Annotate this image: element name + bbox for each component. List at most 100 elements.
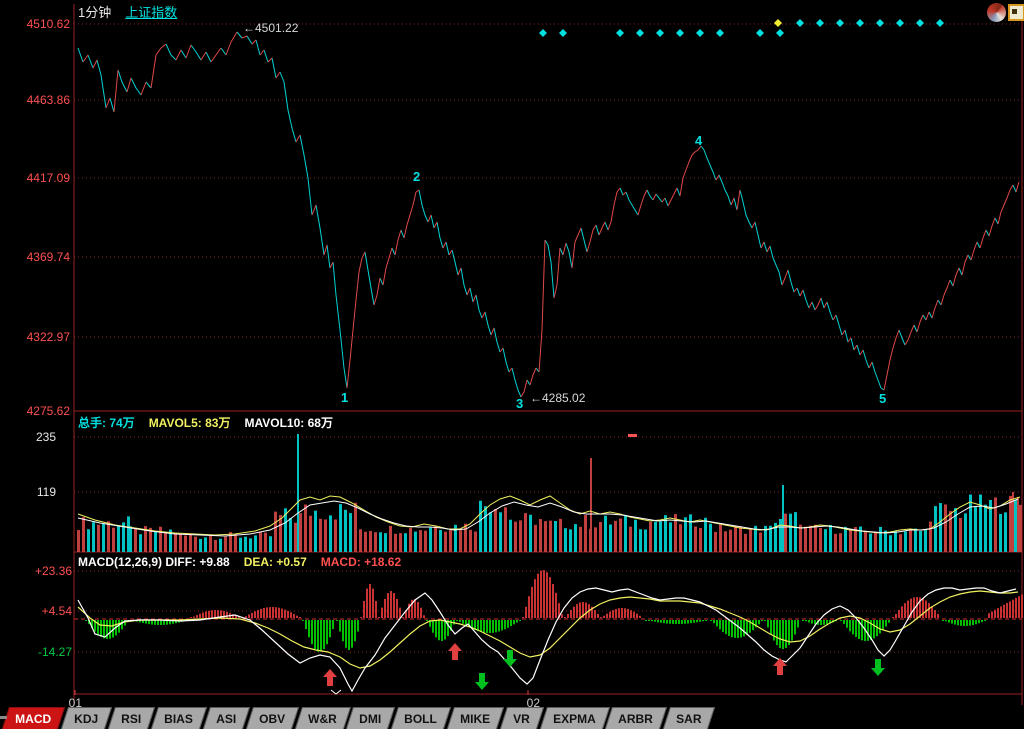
- vol-hdr-segment: 总手: 74万: [78, 416, 135, 430]
- high-price-annotation: ←4501.22: [243, 21, 299, 35]
- restore-window-icon[interactable]: [1008, 4, 1024, 21]
- volume-bar: [77, 530, 80, 552]
- macd-bar-negative: [963, 620, 965, 626]
- macd-bar-negative: [725, 620, 727, 635]
- tab-mike[interactable]: MIKE: [446, 707, 505, 729]
- wave-number-label: 3: [516, 396, 524, 411]
- macd-bar-negative: [749, 620, 751, 633]
- macd-bar-positive: [278, 607, 280, 618]
- macd-bar-positive: [245, 616, 247, 618]
- macd-bar-negative: [447, 620, 449, 637]
- macd-bar-positive: [543, 570, 545, 618]
- tab-rsi[interactable]: RSI: [106, 707, 156, 729]
- macd-bar-negative: [480, 620, 482, 633]
- tab-expma[interactable]: EXPMA: [538, 707, 610, 729]
- tab-kdj[interactable]: KDJ: [59, 707, 113, 729]
- macd-bar-positive: [405, 610, 407, 618]
- volume-bar: [994, 497, 997, 552]
- macd-bar-negative: [861, 620, 863, 641]
- tab-boll[interactable]: BOLL: [390, 707, 452, 729]
- macd-bar-positive: [624, 608, 626, 618]
- volume-bar: [879, 526, 882, 552]
- macd-bar-positive: [251, 612, 253, 618]
- macd-bar-positive: [549, 577, 551, 618]
- volume-bar: [854, 527, 857, 552]
- macd-bar-negative: [320, 620, 322, 652]
- tabbar-scroll-handle[interactable]: [0, 716, 7, 719]
- tab-sar[interactable]: SAR: [662, 707, 716, 729]
- tab-dmi[interactable]: DMI: [345, 707, 396, 729]
- macd-bar-negative: [773, 620, 775, 641]
- macd-bar-positive: [1021, 594, 1023, 618]
- macd-bar-positive: [934, 609, 936, 618]
- macd-bar-positive: [579, 602, 581, 618]
- macd-bar-negative: [699, 620, 701, 622]
- tab-obv[interactable]: OBV: [244, 707, 299, 729]
- macd-bar-negative: [705, 620, 707, 621]
- signal-diamond-icon: [696, 29, 704, 37]
- macd-bar-positive: [381, 607, 383, 618]
- symbol-link[interactable]: 上证指数: [125, 5, 178, 20]
- tab-wr[interactable]: W&R: [293, 707, 351, 729]
- volume-bar: [634, 519, 637, 552]
- macd-bar-negative: [846, 620, 848, 628]
- tab-label: MACD: [15, 712, 52, 726]
- macd-bar-positive: [627, 608, 629, 618]
- period-label: 1分钟: [78, 5, 112, 20]
- macd-bar-positive: [366, 588, 368, 618]
- volume-bar: [1019, 504, 1022, 552]
- macd-bar-positive: [615, 608, 617, 618]
- volume-bar: [424, 530, 427, 552]
- macd-bar-negative: [731, 620, 733, 638]
- volume-bar: [294, 522, 297, 552]
- macd-bar-negative: [743, 620, 745, 637]
- tab-macd[interactable]: MACD: [0, 707, 66, 729]
- macd-bar-positive: [275, 607, 277, 618]
- volume-bar: [559, 518, 562, 552]
- macd-bar-positive: [991, 611, 993, 618]
- macd-bar-positive: [1000, 606, 1002, 618]
- macd-bar-negative: [972, 620, 974, 626]
- volume-bar: [934, 506, 937, 552]
- macd-bar-negative: [716, 620, 718, 627]
- volume-bar: [254, 535, 257, 552]
- tab-label: ASI: [215, 712, 236, 726]
- macd-bar-negative: [106, 620, 108, 639]
- macd-bar-positive: [564, 617, 566, 618]
- tab-bias[interactable]: BIAS: [149, 707, 207, 729]
- macd-bar-negative: [873, 620, 875, 639]
- macd-bar-negative: [710, 620, 712, 621]
- macd-bar-negative: [329, 620, 331, 638]
- volume-bar: [127, 516, 130, 552]
- macd-bar-negative: [459, 620, 461, 622]
- volume-bar: [809, 525, 812, 552]
- buy-arrow-icon: [448, 643, 462, 660]
- macd-bar-negative: [465, 620, 467, 626]
- macd-bar-negative: [326, 620, 328, 645]
- buy-arrow-icon: [323, 669, 337, 686]
- macd-bar-negative: [348, 620, 350, 650]
- macd-bar-negative: [849, 620, 851, 632]
- volume-bar: [107, 521, 110, 552]
- volume-bar: [469, 529, 472, 552]
- macd-bar-positive: [552, 584, 554, 618]
- volume-bar: [259, 532, 262, 552]
- macd-bar-positive: [254, 611, 256, 618]
- volume-bar: [449, 529, 452, 552]
- macd-bar-negative: [305, 620, 307, 630]
- macd-bar-negative: [728, 620, 730, 636]
- macd-bar-positive: [537, 573, 539, 618]
- macd-bar-negative: [462, 620, 464, 624]
- macd-bar-positive: [531, 586, 533, 618]
- app-logo-icon[interactable]: [987, 3, 1006, 22]
- tab-arbr[interactable]: ARBR: [604, 707, 668, 729]
- tab-asi[interactable]: ASI: [201, 707, 250, 729]
- volume-bar: [719, 524, 722, 552]
- macd-bar-positive: [937, 613, 939, 618]
- macd-bar-positive: [375, 601, 377, 618]
- volume-bar: [239, 537, 242, 552]
- tab-vr[interactable]: VR: [499, 707, 544, 729]
- axis-chevron-icon: [330, 689, 342, 695]
- volume-bar: [959, 518, 962, 552]
